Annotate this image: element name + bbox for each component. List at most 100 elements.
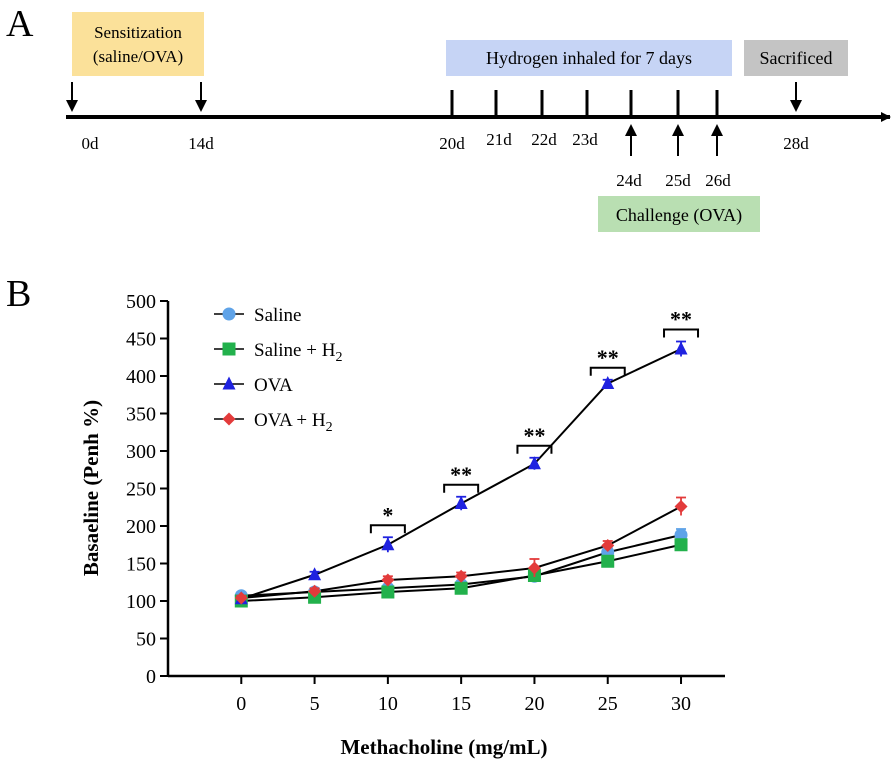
- up-arrow-26d: [711, 124, 723, 156]
- sacrificed-box: [744, 40, 848, 76]
- day-label-28d: 28d: [783, 134, 809, 153]
- data-marker: [674, 500, 688, 513]
- hydrogen-label: Hydrogen inhaled for 7 days: [486, 48, 692, 68]
- data-marker: [454, 581, 468, 595]
- up-arrow-25d: [672, 124, 684, 156]
- x-tick-label: 30: [671, 693, 691, 715]
- data-point: [527, 558, 541, 577]
- hydrogen-day-ticks: [450, 90, 719, 117]
- y-tick-label: 500: [126, 291, 156, 313]
- significance-label: *: [382, 502, 393, 527]
- x-tick-label: 15: [451, 693, 471, 715]
- legend-item: OVA + H2: [214, 410, 333, 435]
- data-point: [308, 567, 322, 581]
- data-point: [381, 573, 395, 587]
- panel-b-label: B: [6, 273, 31, 315]
- legend-marker: [222, 412, 236, 426]
- y-axis-title: Basaeline (Penh %): [79, 400, 103, 576]
- bracket-line: [443, 483, 480, 493]
- data-point: [527, 456, 541, 470]
- data-marker: [527, 456, 541, 470]
- day-label-24d: 24d: [616, 171, 642, 190]
- significance-bracket: *: [369, 502, 406, 534]
- data-marker: [381, 537, 395, 551]
- significance-bracket: **: [516, 423, 553, 454]
- y-tick-label: 50: [136, 629, 156, 651]
- data-marker: [308, 584, 322, 598]
- data-marker: [381, 573, 395, 587]
- x-tick-label: 10: [378, 693, 398, 715]
- panel-a-label: A: [6, 3, 34, 45]
- data-point: [234, 591, 248, 605]
- data-point: [381, 585, 395, 599]
- significance-bracket: **: [663, 307, 700, 338]
- data-point: [454, 495, 468, 511]
- data-point: [601, 376, 615, 389]
- legend-item: Saline + H2: [214, 340, 342, 365]
- legend-item: OVA: [214, 375, 293, 396]
- data-marker: [674, 341, 688, 355]
- y-tick-label: 0: [146, 666, 156, 688]
- sensitization-line1: Sensitization: [94, 23, 182, 42]
- chart-legend: Saline Saline + H2 OVA OVA + H2: [214, 305, 342, 435]
- day-label-21d: 21d: [486, 130, 512, 149]
- data-point: [454, 569, 468, 583]
- data-marker: [527, 561, 541, 575]
- data-point: [674, 340, 688, 357]
- bracket-line: [589, 366, 626, 376]
- up-arrow-24d: [625, 124, 637, 156]
- hydrogen-box: [446, 40, 732, 76]
- y-tick-label: 150: [126, 554, 156, 576]
- data-point: [381, 536, 395, 553]
- legend-marker: [222, 307, 236, 321]
- data-point: [674, 538, 688, 552]
- day-label-20d: 20d: [439, 134, 465, 153]
- data-marker: [454, 496, 468, 509]
- down-arrow-28d: [790, 82, 802, 112]
- y-tick-label: 350: [126, 404, 156, 426]
- y-tick-label: 450: [126, 329, 156, 351]
- data-point: [601, 554, 615, 568]
- legend-marker: [222, 342, 236, 356]
- data-marker: [381, 585, 395, 599]
- bracket-line: [663, 328, 700, 338]
- significance-bracket: **: [589, 345, 626, 376]
- data-marker: [601, 539, 615, 552]
- panel-a: A Sensitization (saline/OVA) Hydrogen in…: [6, 3, 891, 232]
- data-point: [454, 581, 468, 595]
- legend-label: OVA: [254, 375, 293, 396]
- legend-label: OVA + H2: [254, 410, 333, 435]
- down-arrow-0d: [66, 82, 78, 112]
- panel-b: B 0 50 100 150 200 250 300 350 400 450 500 0 5 10 15 20…: [6, 273, 725, 759]
- significance-label: **: [597, 345, 619, 370]
- legend-label: Saline + H2: [254, 340, 342, 365]
- x-tick-label: 0: [236, 693, 246, 715]
- data-marker: [674, 538, 688, 552]
- y-tick-label: 300: [126, 441, 156, 463]
- day-label-0d: 0d: [82, 134, 100, 153]
- x-tick-label: 5: [310, 693, 320, 715]
- significance-label: **: [450, 462, 472, 487]
- legend-label: Saline: [254, 305, 302, 326]
- bracket-line: [516, 444, 553, 454]
- day-label-26d: 26d: [705, 171, 731, 190]
- data-marker: [234, 591, 248, 605]
- day-label-23d: 23d: [572, 130, 598, 149]
- x-tick-label: 25: [598, 693, 618, 715]
- y-tick-label: 400: [126, 366, 156, 388]
- x-tick-label: 20: [524, 693, 544, 715]
- data-point: [601, 539, 615, 552]
- data-marker: [454, 569, 468, 583]
- x-axis-title: Methacholine (mg/mL): [340, 735, 547, 759]
- data-point: [308, 584, 322, 598]
- challenge-box: [598, 196, 760, 232]
- day-label-14d: 14d: [188, 134, 214, 153]
- sensitization-line2: (saline/OVA): [93, 47, 183, 66]
- data-marker: [601, 376, 615, 389]
- bracket-line: [369, 524, 406, 534]
- sensitization-box: [72, 12, 204, 76]
- day-label-22d: 22d: [531, 130, 557, 149]
- significance-label: **: [670, 307, 692, 332]
- y-tick-label: 100: [126, 591, 156, 613]
- data-marker: [308, 567, 322, 581]
